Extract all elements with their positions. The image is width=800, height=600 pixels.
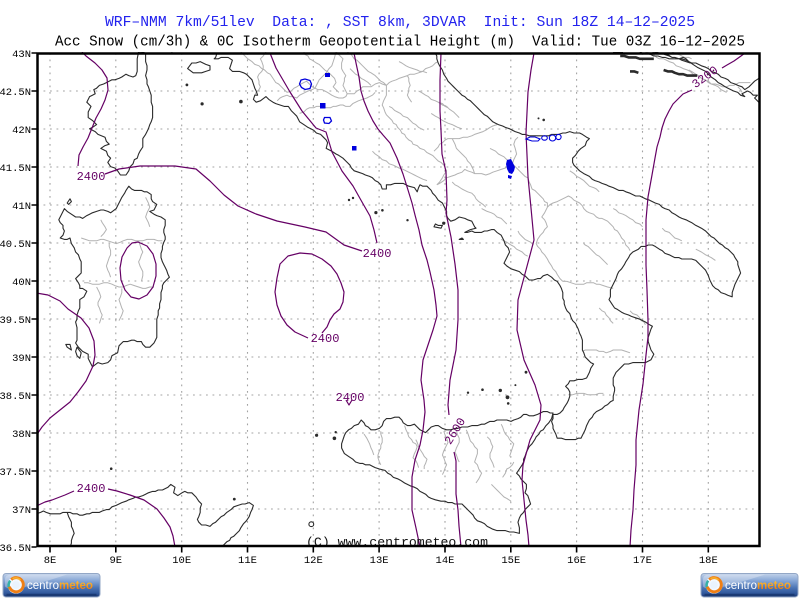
svg-text:13E: 13E: [370, 555, 389, 567]
svg-text:16E: 16E: [567, 555, 586, 567]
svg-text:38.5N: 38.5N: [0, 391, 31, 403]
svg-text:centro: centro: [27, 580, 59, 592]
svg-text:17E: 17E: [633, 555, 652, 567]
svg-text:12E: 12E: [304, 555, 323, 567]
svg-text:38N: 38N: [12, 429, 31, 441]
svg-text:36.5N: 36.5N: [0, 543, 31, 555]
svg-text:37N: 37N: [12, 505, 31, 517]
svg-text:43N: 43N: [12, 49, 31, 61]
svg-text:centro: centro: [725, 580, 757, 592]
svg-text:9E: 9E: [109, 555, 122, 567]
svg-text:2400: 2400: [363, 247, 392, 261]
svg-text:15E: 15E: [501, 555, 520, 567]
svg-text:42.5N: 42.5N: [0, 87, 31, 99]
svg-text:40N: 40N: [12, 277, 31, 289]
svg-text:14E: 14E: [436, 555, 455, 567]
svg-text:2400: 2400: [311, 332, 340, 346]
svg-text:2400: 2400: [336, 391, 365, 405]
svg-text:10E: 10E: [172, 555, 191, 567]
svg-text:11E: 11E: [238, 555, 257, 567]
svg-text:42N: 42N: [12, 125, 31, 137]
svg-text:(C) www.centrometeo.com: (C) www.centrometeo.com: [306, 536, 488, 550]
svg-text:2400: 2400: [77, 482, 106, 496]
svg-text:37.5N: 37.5N: [0, 467, 31, 479]
svg-text:39.5N: 39.5N: [0, 315, 31, 327]
svg-text:18E: 18E: [699, 555, 718, 567]
svg-text:8E: 8E: [44, 555, 57, 567]
svg-text:41.5N: 41.5N: [0, 163, 31, 175]
svg-text:40.5N: 40.5N: [0, 239, 31, 251]
svg-text:39N: 39N: [12, 353, 31, 365]
svg-text:meteo: meteo: [59, 580, 93, 592]
svg-text:WRF–NMM 7km/51lev Data: , SST: WRF–NMM 7km/51lev Data: , SST 8km, 3DVAR…: [105, 15, 695, 31]
svg-text:meteo: meteo: [757, 580, 791, 592]
svg-text:2400: 2400: [77, 170, 106, 184]
svg-text:41N: 41N: [12, 201, 31, 213]
svg-text:Acc Snow (cm/3h) & 0C Isotherm: Acc Snow (cm/3h) & 0C Isotherm Geopotent…: [55, 35, 745, 51]
